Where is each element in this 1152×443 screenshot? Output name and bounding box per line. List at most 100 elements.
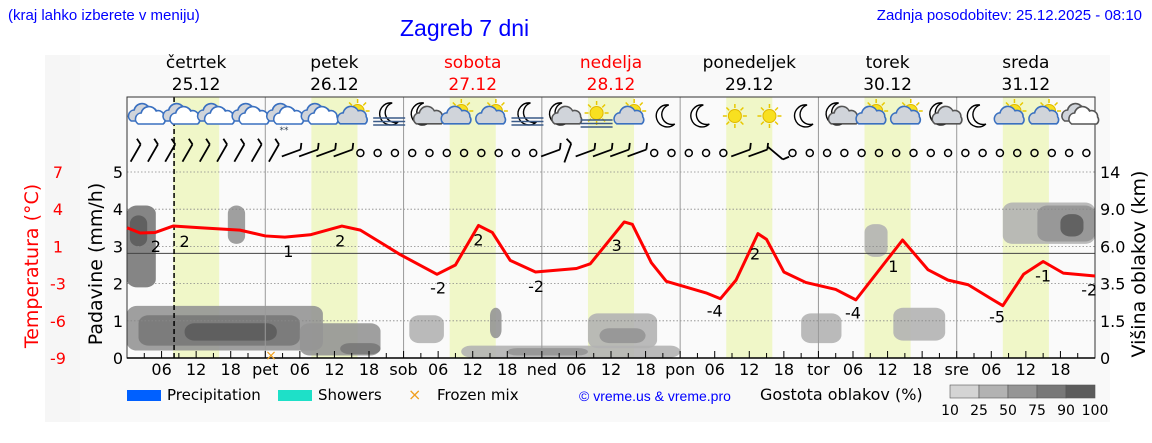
frozen-mix-mark: ×: [265, 348, 277, 364]
x-day-label: ned: [527, 360, 557, 379]
cloud-tick-label: 3.5: [1100, 275, 1125, 294]
x-tick-label: 12: [463, 360, 483, 379]
precip-tick-label: 3: [113, 237, 123, 256]
wind-feather: [136, 138, 142, 145]
sun-ray: [486, 101, 491, 106]
wind-shaft: [268, 143, 280, 163]
sun-ray: [881, 101, 886, 106]
cloud-shape: [889, 105, 922, 125]
sun-disc: [589, 106, 604, 120]
cloud-density-tick: 100: [1082, 403, 1109, 419]
wind-feather: [749, 142, 752, 150]
weather-icon-cloudy: [300, 102, 339, 125]
weather-icon-cloudy-grey: [1061, 102, 1100, 125]
wind-barb-icon: [281, 142, 303, 158]
wind-calm-icon: [840, 148, 849, 158]
wind-barb-icon: [147, 138, 159, 163]
wind-shaft: [199, 143, 211, 163]
wind-shaft: [316, 148, 336, 158]
weather-icon-sun-cloud: [855, 99, 889, 125]
wind-calm-icon: [528, 148, 538, 158]
weather-icon-sun-cloud: [336, 99, 370, 125]
cloud-density-tick: 50: [999, 403, 1017, 419]
day-name: petek: [310, 53, 358, 73]
cloud-area: [1060, 214, 1084, 237]
x-day-label: sre: [945, 360, 969, 379]
wind-calm-icon: [891, 148, 901, 158]
temperature-label: -1: [1035, 267, 1051, 286]
wind-calm-icon: [1047, 148, 1057, 158]
legend-showers-swatch: [278, 390, 312, 401]
wind-barb-icon: [766, 145, 790, 161]
wind-barb-icon: [129, 138, 142, 163]
last-updated: Zadnja posodobitev: 25.12.2025 - 08:10: [876, 7, 1142, 24]
legend-showers-label: Showers: [318, 386, 382, 404]
precip-tick-label: 0: [113, 349, 123, 368]
x-tick-label: 12: [739, 360, 759, 379]
weather-icon-sun-cloud: [1028, 99, 1062, 125]
wind-calm-icon: [926, 148, 936, 158]
cloud-shape: [1068, 105, 1100, 125]
sun-disc: [762, 109, 777, 123]
wind-feather: [274, 138, 280, 145]
x-tick-label: 18: [912, 360, 932, 379]
weather-icon-sun-cloud: [474, 99, 508, 125]
wind-feather: [317, 142, 320, 150]
wind-shaft: [609, 148, 630, 158]
sun-ray: [774, 106, 779, 111]
wind-calm-icon: [477, 148, 486, 158]
sun-ray: [1005, 101, 1010, 106]
x-day-label: tor: [807, 360, 830, 379]
temperature-label: 2: [335, 232, 345, 251]
x-tick-label: 06: [428, 360, 448, 379]
wind-feather: [188, 138, 194, 145]
wind-calm-icon: [943, 148, 953, 158]
cloud-shape: [336, 105, 368, 125]
sun-ray: [601, 103, 606, 108]
day-date: 31.12: [1002, 75, 1051, 95]
temp-tick-label: -6: [50, 312, 66, 331]
sun-ray: [348, 101, 353, 106]
moon-shape: [690, 104, 710, 128]
daylight-band: [449, 97, 496, 358]
temp-axis-label: Temperatura (°C): [21, 184, 43, 349]
day-name: nedelja: [580, 53, 642, 73]
day-date: 25.12: [172, 75, 221, 95]
temp-tick-label: 7: [53, 163, 63, 182]
sun-ray: [901, 101, 906, 106]
sun-ray: [774, 121, 779, 126]
sun-ray: [1054, 101, 1059, 106]
wind-shaft: [575, 148, 595, 158]
cloud-density-label: Gostota oblakov (%): [760, 385, 923, 404]
daylight-band: [726, 97, 773, 358]
cloud-density-tick: 10: [941, 403, 959, 419]
sun-ray: [867, 101, 872, 106]
weather-icon-moon: [655, 104, 676, 128]
cloud-shape: [993, 105, 1025, 125]
cloud-area: [801, 313, 842, 344]
moon-shape: [793, 104, 814, 128]
wind-shaft: [748, 148, 768, 158]
cloud-area: [340, 343, 381, 355]
wind-feather: [205, 138, 211, 145]
wind-calm-icon: [857, 148, 866, 158]
weather-icon-cloudy: [162, 102, 201, 125]
weather-icon-moon-cloud: [929, 102, 963, 126]
wind-barb-icon: [199, 138, 211, 163]
wind-calm-icon: [701, 148, 711, 158]
copyright-link[interactable]: © vreme.us & vreme.pro: [579, 388, 731, 404]
wind-barb-icon: [164, 138, 176, 163]
cloud-area: [599, 328, 646, 344]
sun-ray: [501, 101, 505, 106]
weather-icon-moon-fog: [373, 102, 406, 126]
wind-shaft: [216, 143, 228, 163]
weather-icon-moon-cloud: [548, 102, 583, 126]
sun-ray: [740, 106, 744, 111]
temperature-label: -5: [989, 307, 1005, 326]
sun-ray: [625, 101, 630, 106]
x-tick-label: 06: [981, 360, 1001, 379]
wind-shaft: [129, 143, 142, 163]
x-tick-label: 06: [151, 360, 171, 379]
legend-frozen-label: Frozen mix: [437, 386, 519, 404]
